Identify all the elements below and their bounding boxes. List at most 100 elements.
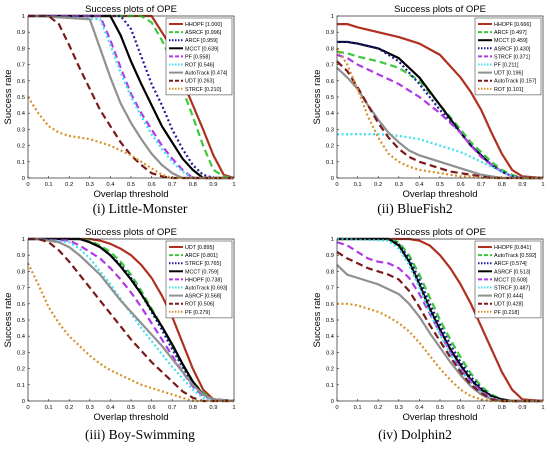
legend-entry: ROT [0.506] <box>185 302 215 308</box>
legend-entry: UDT [0.895] <box>185 245 214 251</box>
legend-entry: MCCT [0.759] <box>185 269 219 275</box>
x-tick-label: 0.4 <box>106 405 115 411</box>
legend-entry: MCCT [0.508] <box>494 277 528 283</box>
y-tick-label: 0.5 <box>17 318 25 324</box>
y-tick-label: 0.5 <box>326 95 334 101</box>
y-tick-label: 0.4 <box>17 334 26 340</box>
x-tick-label: 0.8 <box>189 405 197 411</box>
y-tick-label: 0.6 <box>17 79 25 85</box>
legend-entry: AutoTrack [0.693] <box>185 286 228 292</box>
legend-entry: STRCF [0.210] <box>185 87 221 93</box>
legend-entry: STRCF [0.765] <box>185 261 221 267</box>
x-axis-label: Overlap threshold <box>403 412 478 423</box>
x-tick-label: 0.8 <box>498 405 506 411</box>
x-axis-label: Overlap threshold <box>403 189 478 200</box>
axes-frame <box>27 15 235 179</box>
chart-panel-3: 0 0.1 0.2 0.3 0.4 0.5 0.6 0.7 0.8 0.9 1 0 0.1 0.2 0.3 0… <box>3 227 236 442</box>
x-tick-label: 0.9 <box>518 405 526 411</box>
y-tick-label: 0.4 <box>17 111 26 117</box>
y-axis-label: Success rate <box>312 293 323 348</box>
legend-entry: ROT [0.546] <box>185 63 215 69</box>
series-line-9 <box>337 302 543 403</box>
legend-entry: STRCF [0.487] <box>494 286 530 292</box>
y-tick-label: 0.6 <box>326 302 334 308</box>
legend-entry: ASRCF [0.996] <box>185 30 222 36</box>
axes-frame <box>27 238 235 402</box>
series-line-6 <box>337 237 543 403</box>
y-axis-label: Success rate <box>3 70 14 125</box>
x-tick-label: 0.6 <box>148 182 156 188</box>
series-line-2 <box>336 50 543 180</box>
legend-entry: ARCF [0.801] <box>185 253 218 259</box>
y-tick-label: 0.6 <box>17 302 25 308</box>
y-tick-label: 0.3 <box>17 127 25 133</box>
x-tick-label: 0 <box>335 405 338 411</box>
x-tick-label: 0.1 <box>354 182 362 188</box>
series-line-9 <box>336 47 543 180</box>
legend-entry: ROT [0.444] <box>494 294 524 300</box>
legend-entry: AutoTrack [0.474] <box>185 71 228 77</box>
legend-entry: HHOPF [0.738] <box>185 277 222 283</box>
y-tick-label: 0.7 <box>17 63 25 69</box>
y-tick-label: 0.3 <box>326 350 334 356</box>
legend-entry: HHOPF [0.841] <box>494 245 531 251</box>
x-tick-label: 0.8 <box>189 182 197 188</box>
chart-title: Success plots of OPE <box>85 227 177 238</box>
x-tick-label: 0.2 <box>374 182 382 188</box>
series-line-5 <box>336 241 543 403</box>
x-axis-label: Overlap threshold <box>94 412 169 423</box>
y-tick-label: 0.4 <box>326 334 335 340</box>
series-line-7 <box>28 14 234 180</box>
series-line-7 <box>336 264 543 403</box>
legend-entry: PF [0.558] <box>185 54 210 60</box>
y-tick-label: 0.8 <box>326 46 334 52</box>
x-tick-label: 0.3 <box>395 182 403 188</box>
y-tick-label: 1 <box>22 237 25 243</box>
x-tick-label: 1 <box>232 182 235 188</box>
x-tick-label: 0.6 <box>148 405 156 411</box>
y-axis-label: Success rate <box>3 293 14 348</box>
y-tick-label: 0.1 <box>17 160 25 166</box>
series-line-6 <box>28 14 234 180</box>
series-line-5 <box>336 53 543 180</box>
axes-frame <box>336 238 544 402</box>
legend-entry: PF [0.211] <box>494 63 519 69</box>
y-tick-label: 0.2 <box>326 367 334 373</box>
y-tick-label: 0.9 <box>326 30 334 36</box>
legend-entry: STRCF [0.371] <box>494 54 530 60</box>
y-tick-label: 0.3 <box>17 350 25 356</box>
legend-entry: ASRCF [0.568] <box>185 294 222 300</box>
x-tick-label: 0.6 <box>457 405 465 411</box>
x-tick-label: 0.3 <box>395 405 403 411</box>
legend-entry: HHOPF [0.666] <box>494 22 531 28</box>
legend-entry: HHOPF [1.000] <box>185 22 222 28</box>
series-line-4 <box>28 237 235 403</box>
series-line-5 <box>28 237 235 403</box>
y-tick-label: 0.7 <box>326 286 334 292</box>
y-tick-label: 0 <box>331 399 334 405</box>
y-tick-label: 0.2 <box>326 144 334 150</box>
panel-caption: (iii) Boy-Swimming <box>85 427 195 442</box>
series-line-9 <box>27 262 234 403</box>
chart-title: Success plots of OPE <box>394 227 486 238</box>
y-tick-label: 0.5 <box>17 95 25 101</box>
y-tick-label: 0.6 <box>326 79 334 85</box>
y-tick-label: 0 <box>22 176 25 182</box>
y-tick-label: 0.8 <box>17 269 25 275</box>
x-tick-label: 1 <box>232 405 235 411</box>
chart-title: Success plots of OPE <box>394 4 486 15</box>
x-tick-label: 0.4 <box>415 405 424 411</box>
panel-caption: (iv) Dolphin2 <box>378 427 452 442</box>
chart-title: Success plots of OPE <box>85 4 177 15</box>
y-tick-label: 0.9 <box>17 30 25 36</box>
x-tick-label: 0.1 <box>354 405 362 411</box>
series-line-8 <box>28 14 234 180</box>
x-tick-label: 0.9 <box>209 405 217 411</box>
legend-entry: AutoTrack [0.592] <box>494 253 537 259</box>
x-tick-label: 0.7 <box>168 405 176 411</box>
x-tick-label: 0.7 <box>168 182 176 188</box>
x-tick-label: 0.9 <box>518 182 526 188</box>
legend-entry: UDT [0.196] <box>494 71 523 77</box>
legend: HHOPF [1.000] ASRCF [0.996] ARCF [0.959] MC… <box>165 17 233 96</box>
